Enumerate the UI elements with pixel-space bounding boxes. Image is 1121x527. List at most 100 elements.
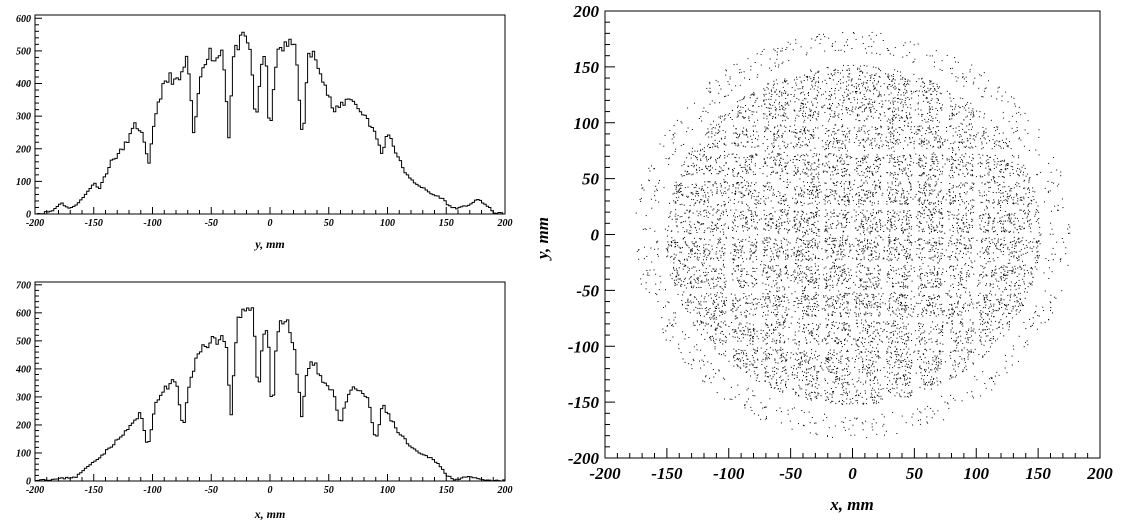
- scatter-point: [744, 184, 746, 186]
- scatter-point: [918, 129, 920, 131]
- scatter-point: [990, 156, 992, 158]
- scatter-point: [982, 96, 984, 98]
- scatter-point: [811, 190, 813, 192]
- scatter-point: [806, 213, 808, 215]
- scatter-point: [689, 351, 691, 353]
- scatter-point: [961, 230, 963, 232]
- scatter-point: [739, 360, 741, 362]
- scatter-point: [825, 295, 827, 297]
- scatter-point: [674, 201, 676, 203]
- scatter-point: [870, 243, 872, 245]
- scatter-point: [799, 303, 801, 304]
- scatter-point: [663, 187, 665, 189]
- scatter-point: [993, 176, 994, 178]
- scatter-point: [1004, 270, 1006, 272]
- scatter-point: [758, 203, 760, 205]
- scatter-point: [783, 151, 785, 153]
- scatter-point: [805, 243, 806, 245]
- scatter-point: [763, 255, 765, 257]
- scatter-point: [922, 213, 923, 215]
- scatter-point: [707, 200, 709, 201]
- scatter-point: [811, 375, 813, 377]
- scatter-point: [848, 182, 850, 184]
- scatter-point: [987, 231, 989, 233]
- scatter-point: [848, 203, 850, 205]
- scatter-point: [691, 184, 693, 185]
- scatter-point: [791, 131, 793, 133]
- scatter-point: [778, 165, 780, 167]
- scatter-point: [765, 319, 767, 321]
- scatter-point: [695, 282, 697, 284]
- scatter-point: [943, 196, 945, 197]
- scatter-point: [828, 166, 830, 168]
- scatter-point: [928, 177, 930, 179]
- scatter-point: [923, 307, 925, 309]
- histogram-y-xtick-label: 100: [380, 218, 395, 229]
- scatter-point: [684, 241, 686, 243]
- scatter-point: [732, 311, 734, 313]
- scatter-point: [846, 306, 848, 308]
- scatter-point: [868, 35, 870, 37]
- scatter-point: [750, 275, 752, 277]
- scatter-point: [693, 199, 695, 201]
- scatter-point: [810, 119, 811, 121]
- scatter-point: [767, 146, 769, 148]
- scatter-point: [807, 155, 809, 157]
- scatter-point: [969, 147, 971, 149]
- scatter-point: [914, 350, 916, 352]
- scatter-point: [720, 137, 722, 139]
- scatter-point: [750, 213, 752, 215]
- scatter-ytick-label: 150: [574, 58, 600, 77]
- scatter-point: [805, 339, 807, 341]
- scatter-point: [909, 366, 911, 368]
- scatter-point: [1010, 222, 1012, 224]
- scatter-point: [818, 164, 820, 166]
- scatter-point: [788, 104, 790, 106]
- scatter-point: [830, 402, 832, 404]
- scatter-point: [994, 310, 996, 312]
- scatter-point: [675, 279, 677, 281]
- scatter-point: [709, 181, 711, 183]
- scatter-point: [680, 284, 682, 286]
- scatter-point: [696, 232, 698, 233]
- scatter-point: [1002, 254, 1004, 256]
- scatter-point: [805, 359, 807, 361]
- scatter-point: [1011, 273, 1013, 274]
- scatter-point: [767, 181, 769, 183]
- scatter-point: [779, 269, 781, 271]
- scatter-point: [873, 418, 875, 420]
- scatter-point: [998, 302, 1000, 304]
- scatter-point: [774, 366, 776, 368]
- scatter-point: [802, 370, 803, 372]
- scatter-point: [998, 301, 1000, 303]
- scatter-point: [861, 82, 863, 84]
- scatter-point: [669, 202, 670, 204]
- scatter-point: [754, 284, 756, 286]
- scatter-point: [773, 48, 775, 50]
- scatter-point: [964, 302, 966, 304]
- scatter-point: [970, 112, 972, 114]
- scatter-point: [817, 196, 819, 198]
- scatter-point: [703, 298, 705, 300]
- scatter-point: [889, 248, 890, 250]
- scatter-point: [802, 91, 804, 93]
- scatter-point: [872, 347, 874, 349]
- scatter-point: [928, 305, 930, 306]
- scatter-point: [937, 141, 939, 142]
- scatter-point: [870, 213, 872, 215]
- scatter-point: [805, 137, 806, 139]
- scatter-point: [1025, 193, 1027, 195]
- scatter-point: [872, 341, 874, 343]
- scatter-point: [962, 73, 964, 75]
- scatter-point: [746, 169, 748, 171]
- scatter-point: [965, 109, 967, 111]
- scatter-point: [920, 378, 922, 380]
- scatter-point: [994, 141, 996, 143]
- scatter-point: [987, 245, 989, 247]
- scatter-point: [779, 268, 781, 270]
- scatter-point: [855, 119, 857, 121]
- scatter-point: [864, 266, 866, 268]
- scatter-point: [755, 207, 757, 209]
- scatter-point: [700, 189, 702, 191]
- scatter-point: [936, 242, 938, 244]
